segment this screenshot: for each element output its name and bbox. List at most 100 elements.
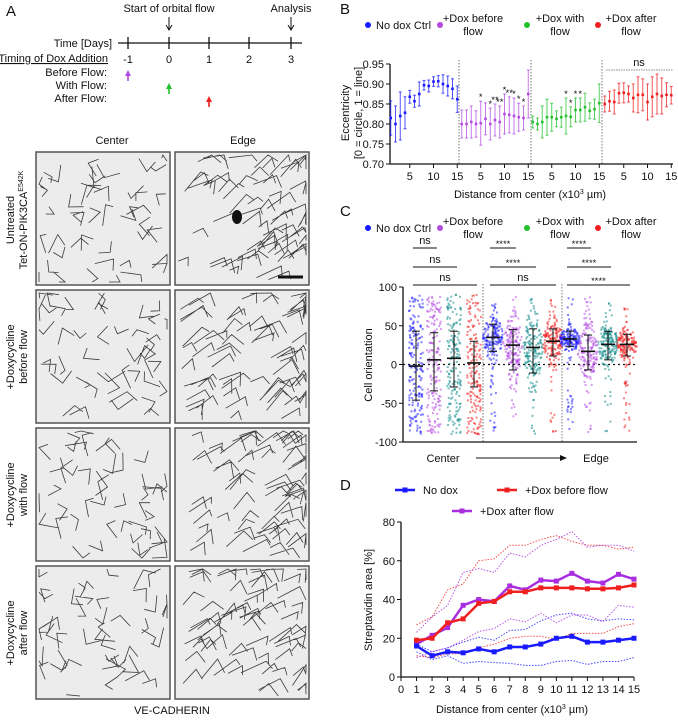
c-data-point [408,346,411,349]
c-data-point [518,326,521,329]
c-data-point [412,331,415,334]
b-marker [588,109,592,113]
c-data-point [593,330,595,333]
c-data-point [467,357,470,360]
c-data-point [479,398,482,401]
c-data-point [626,363,628,366]
c-data-point [432,394,435,397]
c-data-point [449,385,452,388]
c-data-point [588,409,591,412]
d-marker [553,585,559,591]
b-marker [603,102,607,106]
b-marker [436,79,440,83]
c-data-point [426,303,429,306]
c-data-point [411,342,414,345]
c-data-point [547,320,550,323]
b-point [555,110,558,128]
c-data-point [450,370,453,373]
c-data-point [565,330,567,333]
c-data-point [585,327,588,329]
c-data-point [512,309,514,312]
legend-label-3: +Dox with [536,13,585,25]
c-data-point [619,332,622,335]
c-data-point [600,357,603,360]
c-data-point [590,348,593,351]
c-data-point [514,413,517,416]
c-data-point [454,399,457,402]
c-data-point [532,305,535,308]
c-data-point [554,357,557,360]
c-data-point [466,392,469,395]
c-data-point [491,338,494,340]
c-data-point [495,359,498,362]
c-data-point [585,301,588,304]
c-data-point [501,330,504,333]
b-point [469,105,473,139]
c-data-point [477,396,480,399]
c-data-point [519,339,522,342]
c-data-point [410,410,413,413]
c-data-point [447,416,450,419]
c-data-point [547,323,550,326]
c-data-point [573,347,576,350]
c-data-point [531,361,534,364]
c-data-point [622,352,625,355]
c-data-point [529,381,532,384]
c-data-point [479,409,482,412]
c-data-point [470,375,473,378]
c-data-point [496,343,499,346]
c-data-point [510,352,513,355]
d-xtick-label: 2 [429,684,435,696]
c-data-point [623,357,626,360]
c-data-point [562,343,565,346]
c-data-point [570,345,573,347]
c-data-point [536,336,538,339]
c-data-point [486,344,488,347]
c-data-point [526,335,529,338]
c-data-point [553,348,556,350]
b-point [417,81,421,107]
b-point [398,91,402,141]
c-data-point [408,309,411,312]
c-data-point [500,328,503,330]
day-label: 0 [166,54,172,66]
c-data-point [624,344,627,347]
c-data-point [448,414,451,417]
c-data-point [553,365,556,368]
c-data-point [558,327,561,330]
c-data-point [476,395,479,398]
c-data-point [430,322,433,325]
c-data-point [552,359,555,362]
d-marker [460,616,466,622]
c-data-point [439,296,442,299]
c-data-point [554,364,557,367]
c-data-point [452,329,455,332]
c-data-point [514,330,516,333]
c-data-point [525,325,528,328]
c-data-point [591,370,594,373]
c-data-point [415,414,418,417]
c-data-point [584,358,586,361]
c-data-point [529,360,532,363]
c-data-point [458,408,461,411]
c-data-point [588,353,591,356]
c-data-point [551,416,554,419]
c-data-point [604,430,607,433]
b-marker [441,82,445,86]
arrow-right-icon [476,455,567,461]
c-data-point [457,333,460,336]
c-column [597,302,619,433]
b-marker [655,92,659,96]
c-data-point [439,306,442,309]
c-data-point [433,323,436,326]
c-data-point [430,431,433,434]
c-data-point [530,321,533,324]
c-data-point [457,350,460,353]
c-data-point [435,379,438,382]
c-data-point [436,364,439,366]
b-point [669,85,673,105]
c-data-point [508,362,510,364]
c-data-point [450,295,453,298]
c-data-point [448,345,451,348]
c-column [466,294,482,436]
